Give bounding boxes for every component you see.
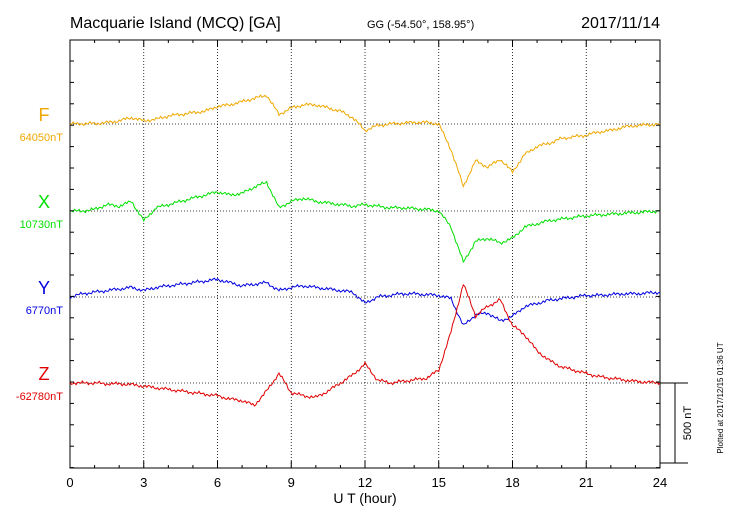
x-tick-label: 3 xyxy=(140,475,147,490)
series-labels: F 64050nT X 10730nT Y 6770nT Z -62780nT xyxy=(16,105,63,403)
x-tick-label: 15 xyxy=(432,475,446,490)
series-name-y: Y xyxy=(38,278,50,298)
series-lines xyxy=(69,94,661,407)
series-name-z: Z xyxy=(39,364,50,384)
series-name-f: F xyxy=(39,105,50,125)
station-coordinates: GG (-54.50°, 158.95°) xyxy=(367,19,474,31)
baselines xyxy=(70,123,660,384)
plotted-timestamp: Plotted at 2017/12/15 01:36 UT xyxy=(716,342,725,453)
baseline-value-x: 10730nT xyxy=(20,219,64,231)
series-line-x xyxy=(70,180,661,264)
series-line-z xyxy=(69,283,661,407)
x-tick-label: 18 xyxy=(505,475,519,490)
baseline-value-y: 6770nT xyxy=(26,305,64,317)
x-tick-label: 6 xyxy=(214,475,221,490)
x-tick-label: 9 xyxy=(288,475,295,490)
baseline-value-z: -62780nT xyxy=(16,391,63,403)
x-axis: 0 3 6 9 12 15 18 21 24 xyxy=(66,40,667,490)
x-tick-label: 24 xyxy=(653,475,667,490)
chart-date: 2017/11/14 xyxy=(581,15,660,32)
baseline-value-f: 64050nT xyxy=(20,132,64,144)
scale-bar: 500 nT xyxy=(660,382,694,464)
series-name-x: X xyxy=(38,192,50,212)
series-line-f xyxy=(69,94,661,189)
x-tick-label: 12 xyxy=(358,475,372,490)
grid xyxy=(143,40,587,468)
series-line-y xyxy=(69,277,661,325)
x-axis-label: U T (hour) xyxy=(333,490,396,506)
scale-bar-label: 500 nT xyxy=(682,406,694,441)
station-title: Macquarie Island (MCQ) [GA] xyxy=(70,15,281,32)
x-tick-label: 0 xyxy=(66,475,73,490)
x-tick-label: 21 xyxy=(579,475,593,490)
